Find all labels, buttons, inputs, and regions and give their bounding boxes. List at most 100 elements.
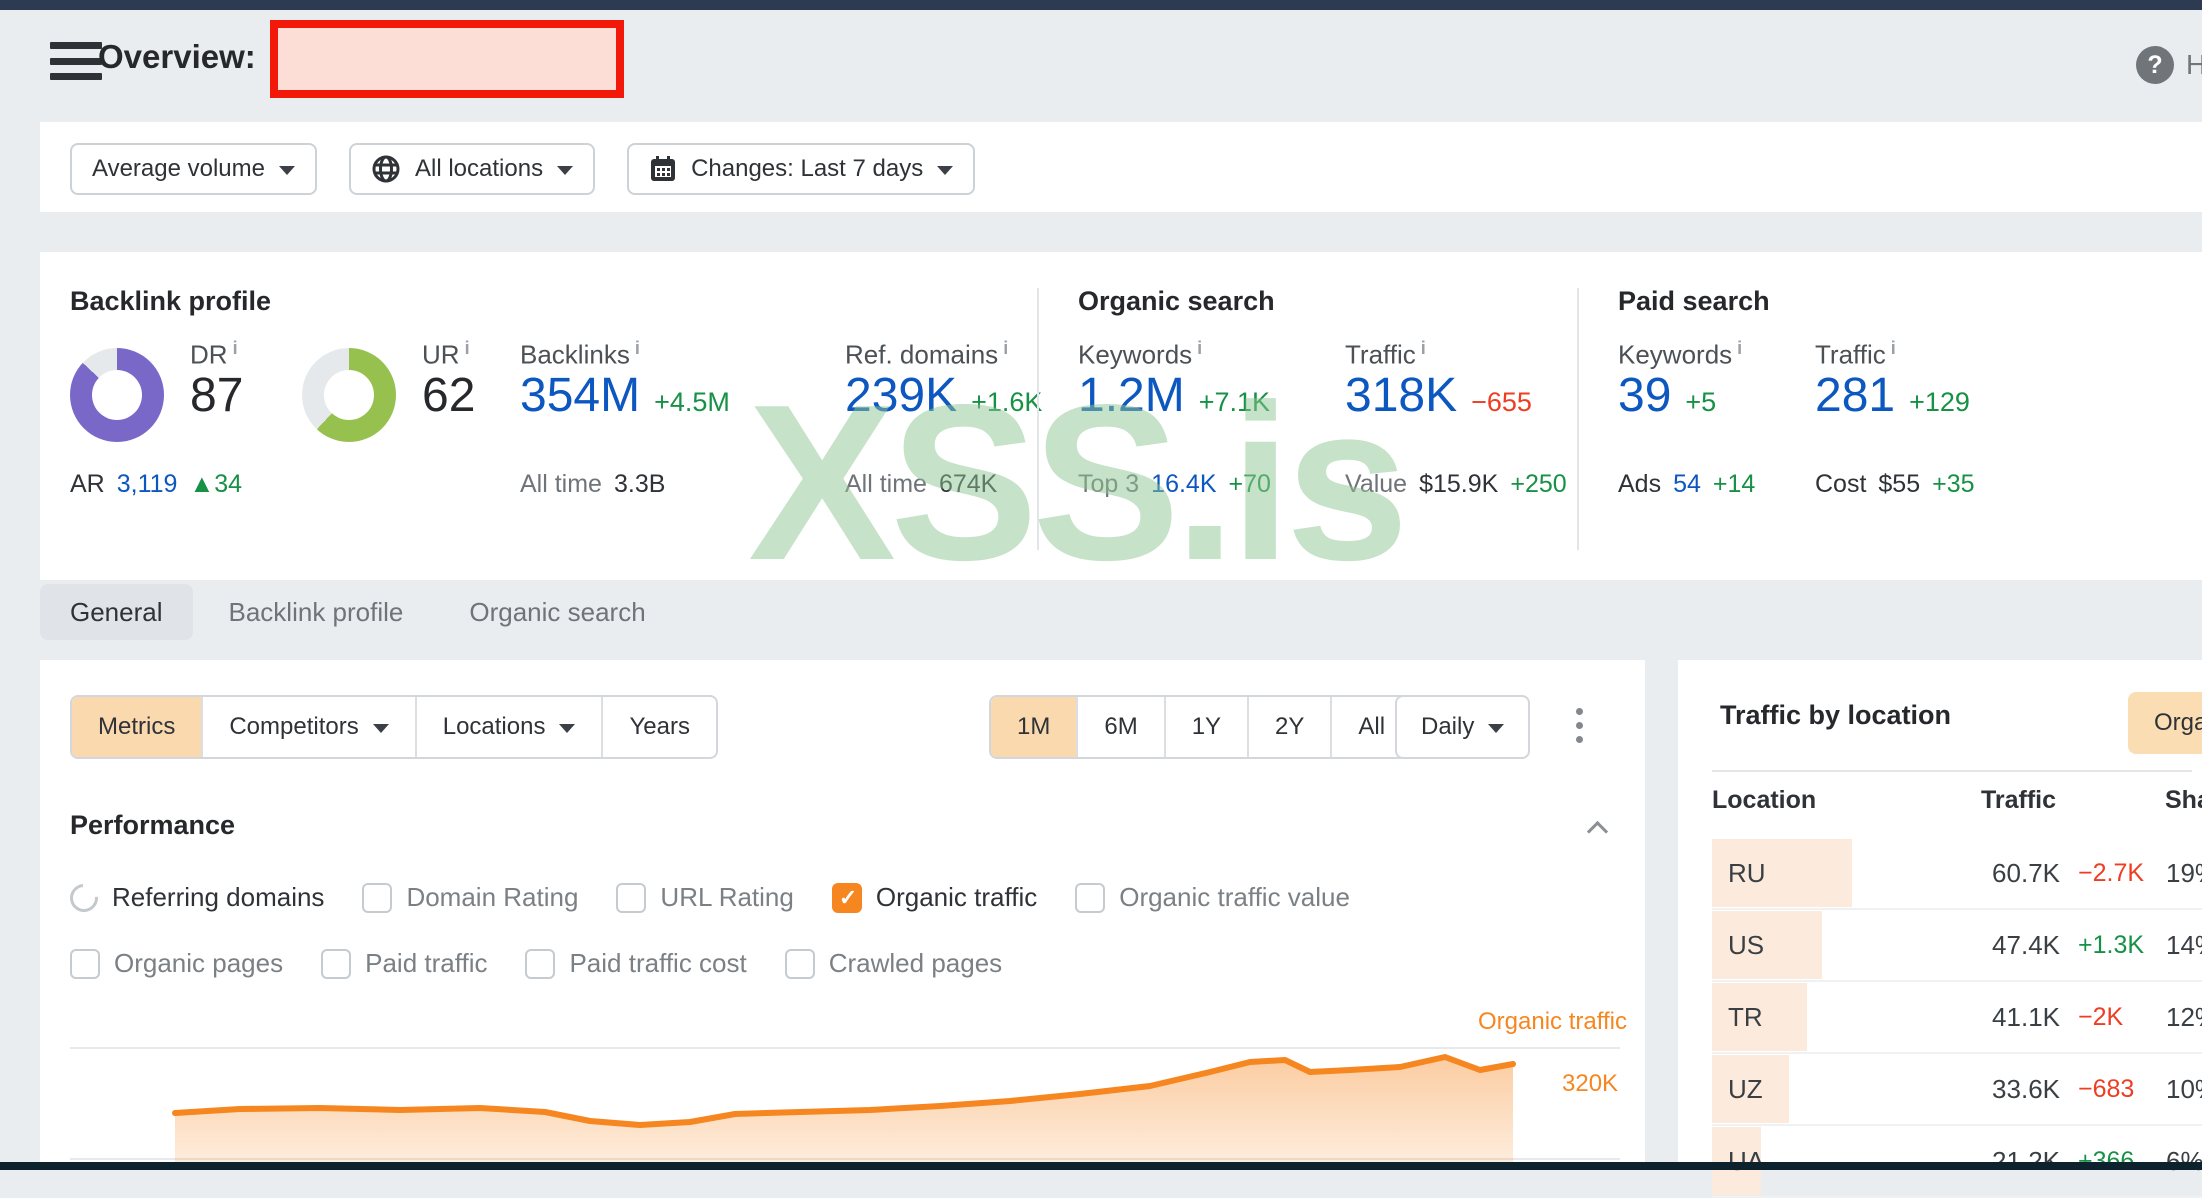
dr-donut — [70, 348, 164, 442]
chevron-down-icon — [559, 724, 576, 733]
dr-label: DR i — [190, 338, 238, 370]
toggle-paid-traffic-cost[interactable]: Paid traffic cost — [525, 948, 747, 979]
tab-organic-search[interactable]: Organic search — [469, 596, 646, 627]
window-top-strip — [0, 0, 2202, 10]
organic-keywords-value-link[interactable]: 1.2M — [1078, 369, 1185, 422]
y-axis-label: 320K — [1562, 1070, 1619, 1097]
calendar-icon — [651, 156, 676, 181]
checkbox-unchecked — [784, 948, 815, 979]
backlinks-value-link[interactable]: 354M — [520, 369, 641, 422]
locations-label: All locations — [415, 155, 544, 182]
segment-competitors[interactable]: Competitors — [201, 697, 414, 757]
ur-value: 62 — [422, 369, 476, 422]
range-1m[interactable]: 1M — [991, 697, 1077, 757]
gridline — [70, 1047, 1620, 1049]
more-options-button[interactable] — [1572, 704, 1587, 747]
toggle-organic-pages[interactable]: Organic pages — [70, 948, 283, 979]
tab-backlink-profile[interactable]: Backlink profile — [228, 596, 404, 627]
backlinks-alltime: All time 3.3B — [520, 470, 666, 498]
section-tabs: General Backlink profile Organic search — [40, 584, 682, 640]
checkbox-unchecked — [525, 948, 556, 979]
share-bar — [1712, 1055, 1789, 1123]
organic-traffic-value-link[interactable]: 318K — [1345, 369, 1458, 422]
globe-icon — [372, 155, 400, 183]
segment-locations[interactable]: Locations — [414, 697, 602, 757]
paid-traffic-delta: +129 — [1909, 387, 1970, 417]
top3-value-link[interactable]: 16.4K — [1151, 470, 1217, 498]
overview-stats-card: Backlink profile DR i 87 AR 3,119 ▲34 UR i… — [40, 252, 2202, 580]
info-icon[interactable]: i — [1737, 338, 1743, 358]
share-bar — [1712, 983, 1807, 1051]
location-table-headers: Location Traffic Share — [1712, 786, 2202, 820]
toggle-organic-traffic[interactable]: Organic traffic — [831, 882, 1037, 913]
checkbox-checked — [831, 882, 862, 913]
toggle-paid-traffic[interactable]: Paid traffic — [321, 948, 487, 979]
ar-value-link[interactable]: 3,119 — [116, 470, 178, 498]
ref-domains-value-link[interactable]: 239K — [845, 369, 958, 422]
range-1y[interactable]: 1Y — [1163, 697, 1247, 757]
range-2y[interactable]: 2Y — [1247, 697, 1330, 757]
checkbox-unchecked — [321, 948, 352, 979]
backlinks-delta: +4.5M — [654, 387, 730, 417]
checkbox-unchecked — [70, 948, 100, 979]
ur-label: UR i — [422, 338, 470, 370]
changes-period-label: Changes: Last 7 days — [691, 155, 924, 182]
menu-icon[interactable] — [50, 42, 102, 80]
average-volume-label: Average volume — [92, 155, 265, 182]
ref-domains-alltime: All time 674K — [845, 470, 998, 498]
organic-chip[interactable]: Organic — [2128, 692, 2202, 754]
table-row: RU 60.7K −2.7K 19% — [1712, 838, 2202, 910]
table-row: UZ 33.6K −683 10% — [1712, 1054, 2202, 1126]
info-icon[interactable]: i — [232, 338, 238, 358]
locations-dropdown[interactable]: All locations — [349, 143, 596, 195]
tab-general[interactable]: General — [40, 584, 193, 640]
range-all[interactable]: All — [1330, 697, 1411, 757]
paid-ads-row: Ads 54 +14 — [1618, 470, 1756, 498]
col-location: Location — [1712, 786, 1817, 814]
checkbox-unchecked — [1075, 882, 1106, 913]
traffic-by-location-title: Traffic by location — [1720, 700, 1952, 730]
info-icon[interactable]: i — [1003, 338, 1009, 358]
toggle-url-rating[interactable]: URL Rating — [616, 882, 794, 913]
info-icon[interactable]: i — [1197, 338, 1203, 358]
range-6m[interactable]: 6M — [1076, 697, 1163, 757]
organic-search-title: Organic search — [1078, 286, 1275, 316]
segment-metrics[interactable]: Metrics — [72, 697, 202, 757]
toggle-domain-rating[interactable]: Domain Rating — [362, 882, 578, 913]
granularity-dropdown[interactable]: Daily — [1395, 695, 1531, 759]
paid-cost-row: Cost $55 +35 — [1815, 470, 1975, 498]
location-table: RU 60.7K −2.7K 19% US 47.4K +1.3K 14% TR… — [1712, 838, 2202, 1198]
paid-traffic-value-link[interactable]: 281 — [1815, 369, 1896, 422]
toggle-crawled-pages[interactable]: Crawled pages — [784, 948, 1002, 979]
collapse-chevron-icon[interactable] — [1588, 818, 1608, 838]
help-button[interactable]: ? Help — [2136, 46, 2202, 84]
ref-domains-label: Ref. domains i — [845, 338, 1009, 370]
redaction-box — [270, 20, 624, 98]
paid-keywords-value-link[interactable]: 39 — [1618, 369, 1672, 422]
info-icon[interactable]: i — [1890, 338, 1896, 358]
share-bar — [1712, 911, 1822, 979]
question-icon: ? — [2136, 46, 2174, 84]
info-icon[interactable]: i — [464, 338, 470, 358]
info-icon[interactable]: i — [1420, 338, 1426, 358]
toggle-organic-traffic-value[interactable]: Organic traffic value — [1075, 882, 1350, 913]
toggle-referring-domains[interactable]: Referring domains — [64, 877, 324, 918]
window-bottom-strip — [0, 1162, 2202, 1170]
paid-search-title: Paid search — [1618, 286, 1770, 316]
organic-traffic-chart[interactable] — [40, 1038, 1645, 1170]
segment-years[interactable]: Years — [601, 697, 716, 757]
paid-traffic-label: Traffic i — [1815, 338, 1896, 370]
info-icon[interactable]: i — [634, 338, 640, 358]
ads-value-link[interactable]: 54 — [1673, 470, 1701, 498]
organic-traffic-label: Traffic i — [1345, 338, 1426, 370]
chart-legend: Organic traffic — [1478, 1008, 1627, 1035]
chevron-down-icon — [937, 166, 954, 175]
changes-period-dropdown[interactable]: Changes: Last 7 days — [627, 143, 976, 195]
average-volume-dropdown[interactable]: Average volume — [70, 143, 317, 195]
range-segmented-control: 1M 6M 1Y 2Y All — [989, 695, 1414, 759]
chevron-down-icon — [372, 724, 389, 733]
divider — [1712, 770, 2192, 772]
loading-spinner-icon — [64, 877, 104, 918]
divider — [1037, 288, 1039, 550]
backlinks-label: Backlinks i — [520, 338, 640, 370]
